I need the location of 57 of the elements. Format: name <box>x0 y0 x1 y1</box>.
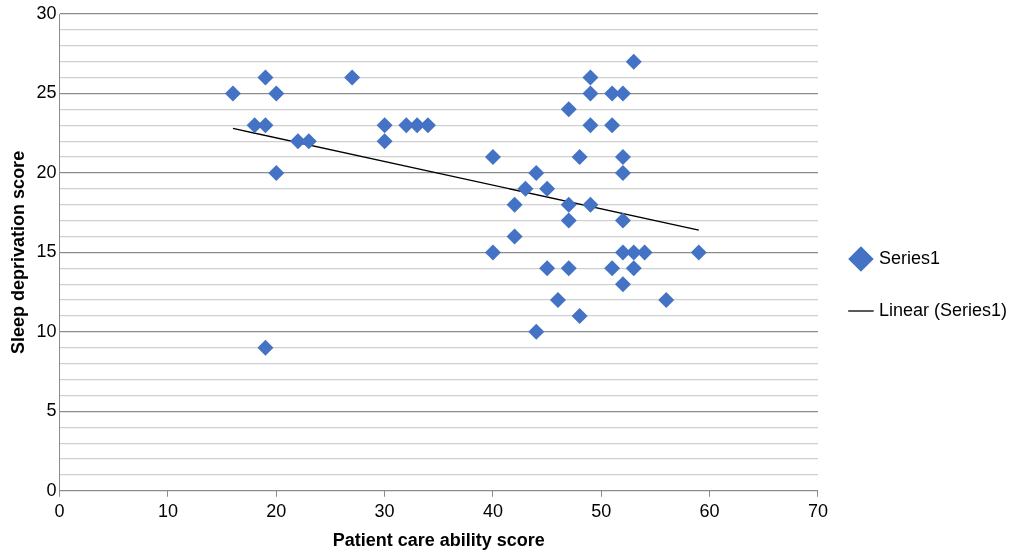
x-tick-label: 40 <box>482 500 503 521</box>
point <box>539 260 556 277</box>
x-tick-label: 20 <box>266 500 287 521</box>
point <box>344 69 361 86</box>
y-tick-label: 15 <box>36 241 57 262</box>
point <box>614 244 631 261</box>
point <box>604 117 621 134</box>
point <box>614 276 631 293</box>
point <box>224 85 241 102</box>
point <box>376 133 393 150</box>
point <box>257 339 274 356</box>
point <box>506 228 523 245</box>
point <box>560 260 577 277</box>
point <box>571 307 588 324</box>
point <box>625 53 642 70</box>
point <box>560 212 577 229</box>
legend-label: Linear (Series1) <box>878 299 1008 320</box>
point <box>614 149 631 166</box>
point <box>517 180 534 197</box>
y-tick-label: 10 <box>36 320 57 341</box>
legend-label: Series1 <box>878 247 940 268</box>
point <box>582 117 599 134</box>
x-tick-label: 30 <box>374 500 395 521</box>
point <box>658 292 675 309</box>
point <box>376 117 393 134</box>
x-tick-label: 10 <box>157 500 178 521</box>
point <box>690 244 707 261</box>
y-tick-label: 5 <box>46 400 57 421</box>
point <box>582 85 599 102</box>
y-axis-title: Sleep deprivation score <box>7 150 28 354</box>
point <box>614 212 631 229</box>
y-tick-label: 25 <box>36 82 57 103</box>
point <box>506 196 523 213</box>
point <box>614 164 631 181</box>
point <box>604 260 621 277</box>
point <box>528 164 545 181</box>
point <box>484 149 501 166</box>
point <box>582 69 599 86</box>
y-tick-label: 20 <box>36 161 57 182</box>
point <box>528 323 545 340</box>
point <box>484 244 501 261</box>
point <box>560 101 577 118</box>
y-tick-label: 30 <box>36 2 57 23</box>
point <box>571 149 588 166</box>
y-tick-label: 0 <box>46 479 57 500</box>
point <box>268 164 285 181</box>
x-tick-label: 50 <box>591 500 612 521</box>
point <box>268 85 285 102</box>
x-axis-title: Patient care ability score <box>332 530 545 551</box>
point <box>625 260 642 277</box>
x-tick-label: 60 <box>699 500 720 521</box>
point <box>560 196 577 213</box>
point <box>539 180 556 197</box>
x-tick-label: 70 <box>807 500 828 521</box>
point <box>549 292 566 309</box>
point <box>257 69 274 86</box>
point <box>582 196 599 213</box>
